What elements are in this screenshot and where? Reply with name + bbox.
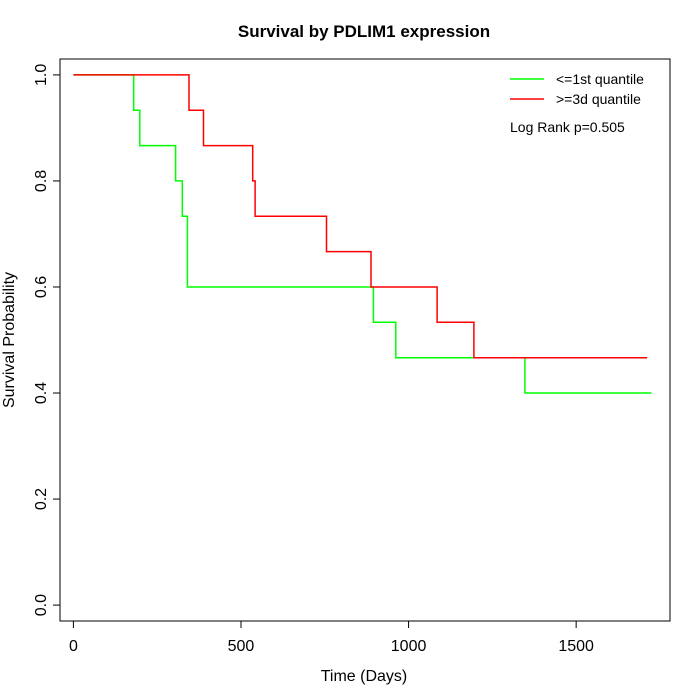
survival-curve-high (73, 74, 648, 359)
x-tick-label: 500 (228, 638, 255, 655)
y-tick-label: 0.2 (33, 488, 50, 510)
log-rank-annotation: Log Rank p=0.505 (510, 119, 625, 135)
chart-title: Survival by PDLIM1 expression (238, 22, 490, 41)
legend-label-high: >=3d quantile (556, 91, 641, 107)
x-tick-label: 1500 (558, 638, 594, 655)
y-axis-label: Survival Probability (1, 272, 18, 408)
x-axis: 0 500 1000 1500 (69, 620, 594, 655)
y-tick-label: 0.0 (33, 594, 50, 616)
x-tick-label: 0 (69, 638, 78, 655)
legend: <=1st quantile >=3d quantile (510, 71, 644, 107)
y-tick-label: 0.4 (33, 382, 50, 404)
survival-curves (73, 74, 652, 394)
y-tick-label: 0.8 (33, 170, 50, 192)
x-tick-label: 1000 (391, 638, 427, 655)
y-tick-label: 1.0 (33, 64, 50, 86)
x-axis-label: Time (Days) (321, 668, 408, 685)
y-tick-label: 0.6 (33, 276, 50, 298)
legend-label-low: <=1st quantile (556, 71, 644, 87)
survival-curve-low (73, 74, 652, 394)
plot-frame (59, 58, 671, 622)
y-axis: 0.0 0.2 0.4 0.6 0.8 1.0 (33, 64, 60, 616)
